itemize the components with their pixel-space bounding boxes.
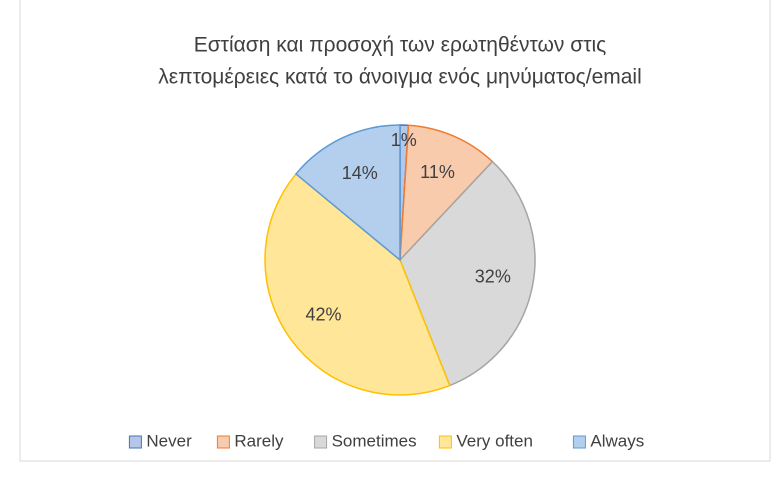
legend-swatch (128, 435, 142, 449)
legend-swatch (438, 435, 452, 449)
pie-slice (294, 124, 401, 262)
chart-title: Εστίαση και προσοχή των ερωτηθέντων στις (194, 34, 607, 57)
legend-swatch (216, 435, 230, 449)
pie-slice (264, 172, 451, 396)
data-label: 1% (391, 130, 417, 150)
pie-slice (399, 160, 536, 387)
pie-slice (399, 124, 494, 263)
legend-label: Always (590, 431, 644, 450)
legend-swatch (572, 435, 586, 449)
legend-label: Rarely (234, 431, 284, 450)
data-label: 32% (475, 266, 511, 286)
legend-swatch (314, 435, 328, 449)
legend-label: Never (146, 431, 192, 450)
data-label: 42% (306, 304, 342, 324)
data-label: 14% (342, 163, 378, 183)
data-label: 11% (420, 162, 455, 182)
legend-label: Sometimes (332, 431, 417, 450)
legend-label: Very often (456, 431, 533, 450)
chart-title: λεπτομέρειες κατά το άνοιγμα ενός μηνύμα… (158, 66, 642, 89)
